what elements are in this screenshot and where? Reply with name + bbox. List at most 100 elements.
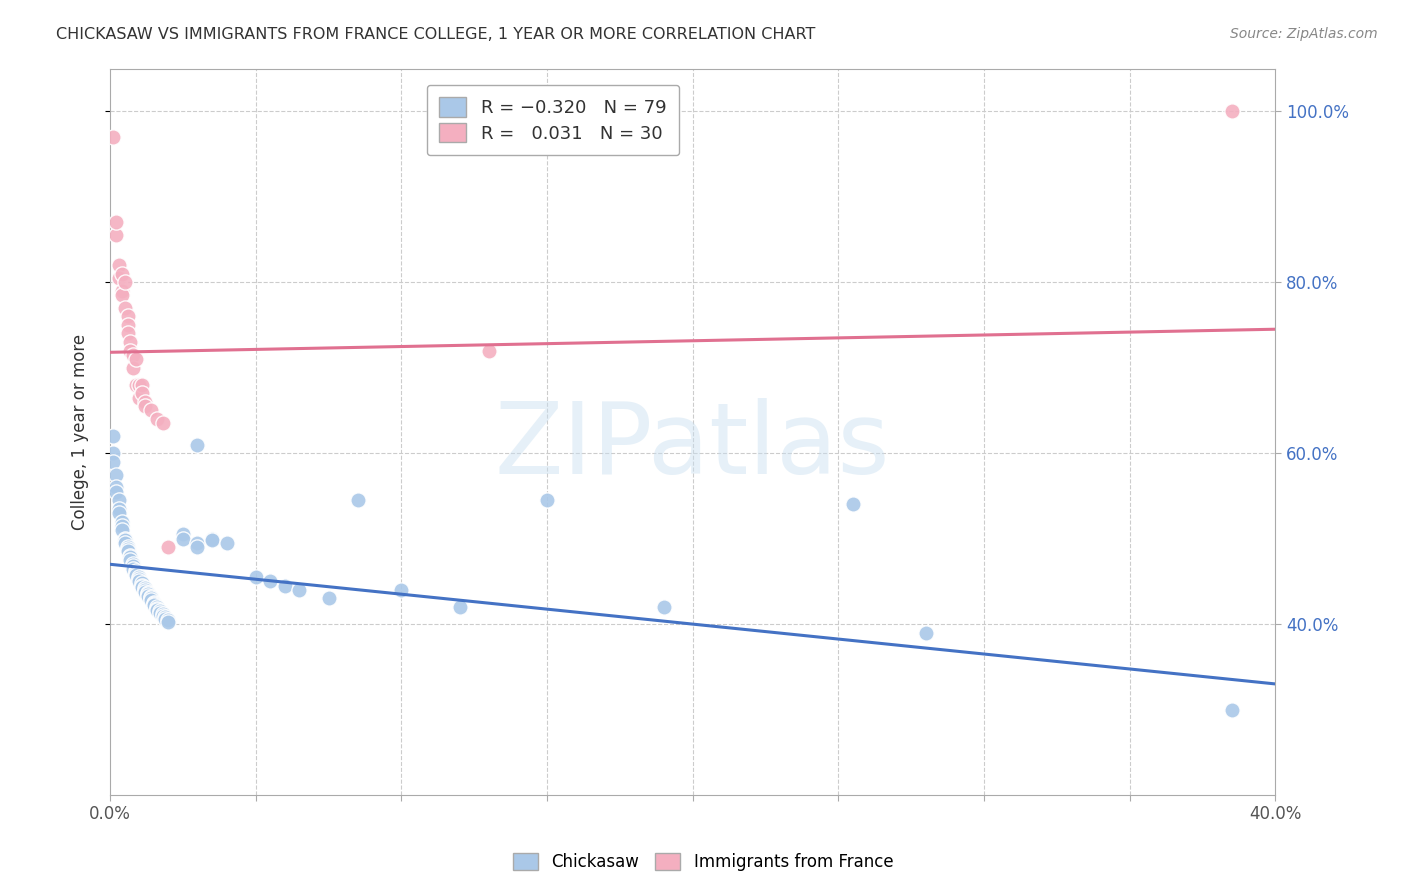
Point [536, 493, 558, 508]
Point [114, 536, 136, 550]
Point [104, 215, 127, 229]
Point [104, 228, 127, 243]
Point [122, 559, 145, 574]
Point [108, 493, 131, 508]
Point [120, 549, 142, 563]
Point [128, 572, 150, 586]
Point [120, 550, 142, 565]
Point [117, 541, 139, 556]
Point [149, 604, 172, 618]
Point [136, 589, 159, 603]
Point [128, 570, 150, 584]
Point [274, 579, 297, 593]
Point [186, 536, 208, 550]
Point [186, 540, 208, 554]
Point [117, 326, 139, 341]
Point [152, 607, 174, 621]
Point [245, 570, 267, 584]
Point [128, 574, 150, 589]
Legend: Chickasaw, Immigrants from France: Chickasaw, Immigrants from France [505, 845, 901, 880]
Point [114, 301, 136, 315]
Point [108, 506, 131, 520]
Legend: R = −0.320   N = 79, R =   0.031   N = 30: R = −0.320 N = 79, R = 0.031 N = 30 [426, 85, 679, 155]
Point [318, 591, 340, 606]
Point [125, 566, 148, 580]
Point [122, 348, 145, 362]
Point [128, 377, 150, 392]
Point [139, 591, 162, 606]
Point [1220, 104, 1243, 119]
Point [145, 601, 167, 615]
Point [134, 399, 156, 413]
Point [117, 540, 139, 554]
Point [136, 586, 159, 600]
Point [104, 484, 127, 499]
Point [111, 288, 134, 302]
Point [842, 498, 865, 512]
Point [139, 590, 162, 604]
Point [652, 600, 675, 615]
Text: CHICKASAW VS IMMIGRANTS FROM FRANCE COLLEGE, 1 YEAR OR MORE CORRELATION CHART: CHICKASAW VS IMMIGRANTS FROM FRANCE COLL… [56, 27, 815, 42]
Point [215, 536, 238, 550]
Point [172, 527, 194, 541]
Point [139, 593, 162, 607]
Point [120, 553, 142, 567]
Point [449, 600, 471, 615]
Point [155, 612, 177, 626]
Point [122, 558, 145, 572]
Point [111, 515, 134, 529]
Point [155, 610, 177, 624]
Point [149, 606, 172, 620]
Point [111, 284, 134, 298]
Point [136, 587, 159, 601]
Point [101, 429, 124, 443]
Point [157, 613, 180, 627]
Point [120, 334, 142, 349]
Point [134, 582, 156, 597]
Point [134, 581, 156, 595]
Point [125, 377, 148, 392]
Point [125, 564, 148, 578]
Point [104, 480, 127, 494]
Point [131, 579, 153, 593]
Point [1220, 703, 1243, 717]
Text: ZIPatlas: ZIPatlas [495, 398, 890, 495]
Point [389, 582, 412, 597]
Point [145, 412, 167, 426]
Point [152, 416, 174, 430]
Point [108, 501, 131, 516]
Point [101, 455, 124, 469]
Point [134, 395, 156, 409]
Point [111, 518, 134, 533]
Point [101, 446, 124, 460]
Point [259, 574, 281, 589]
Point [478, 343, 501, 358]
Text: Source: ZipAtlas.com: Source: ZipAtlas.com [1230, 27, 1378, 41]
Point [145, 603, 167, 617]
Point [201, 532, 224, 546]
Point [157, 540, 180, 554]
Point [104, 467, 127, 482]
Y-axis label: College, 1 year or more: College, 1 year or more [72, 334, 89, 530]
Point [131, 580, 153, 594]
Point [117, 318, 139, 332]
Point [139, 403, 162, 417]
Point [142, 599, 165, 613]
Point [142, 598, 165, 612]
Point [346, 493, 368, 508]
Point [122, 360, 145, 375]
Point [108, 258, 131, 272]
Point [120, 343, 142, 358]
Point [117, 544, 139, 558]
Point [131, 576, 153, 591]
Point [142, 596, 165, 610]
Point [111, 523, 134, 537]
Point [186, 437, 208, 451]
Point [101, 129, 124, 144]
Point [125, 352, 148, 367]
Point [914, 625, 936, 640]
Point [128, 391, 150, 405]
Point [111, 267, 134, 281]
Point [131, 377, 153, 392]
Point [125, 567, 148, 582]
